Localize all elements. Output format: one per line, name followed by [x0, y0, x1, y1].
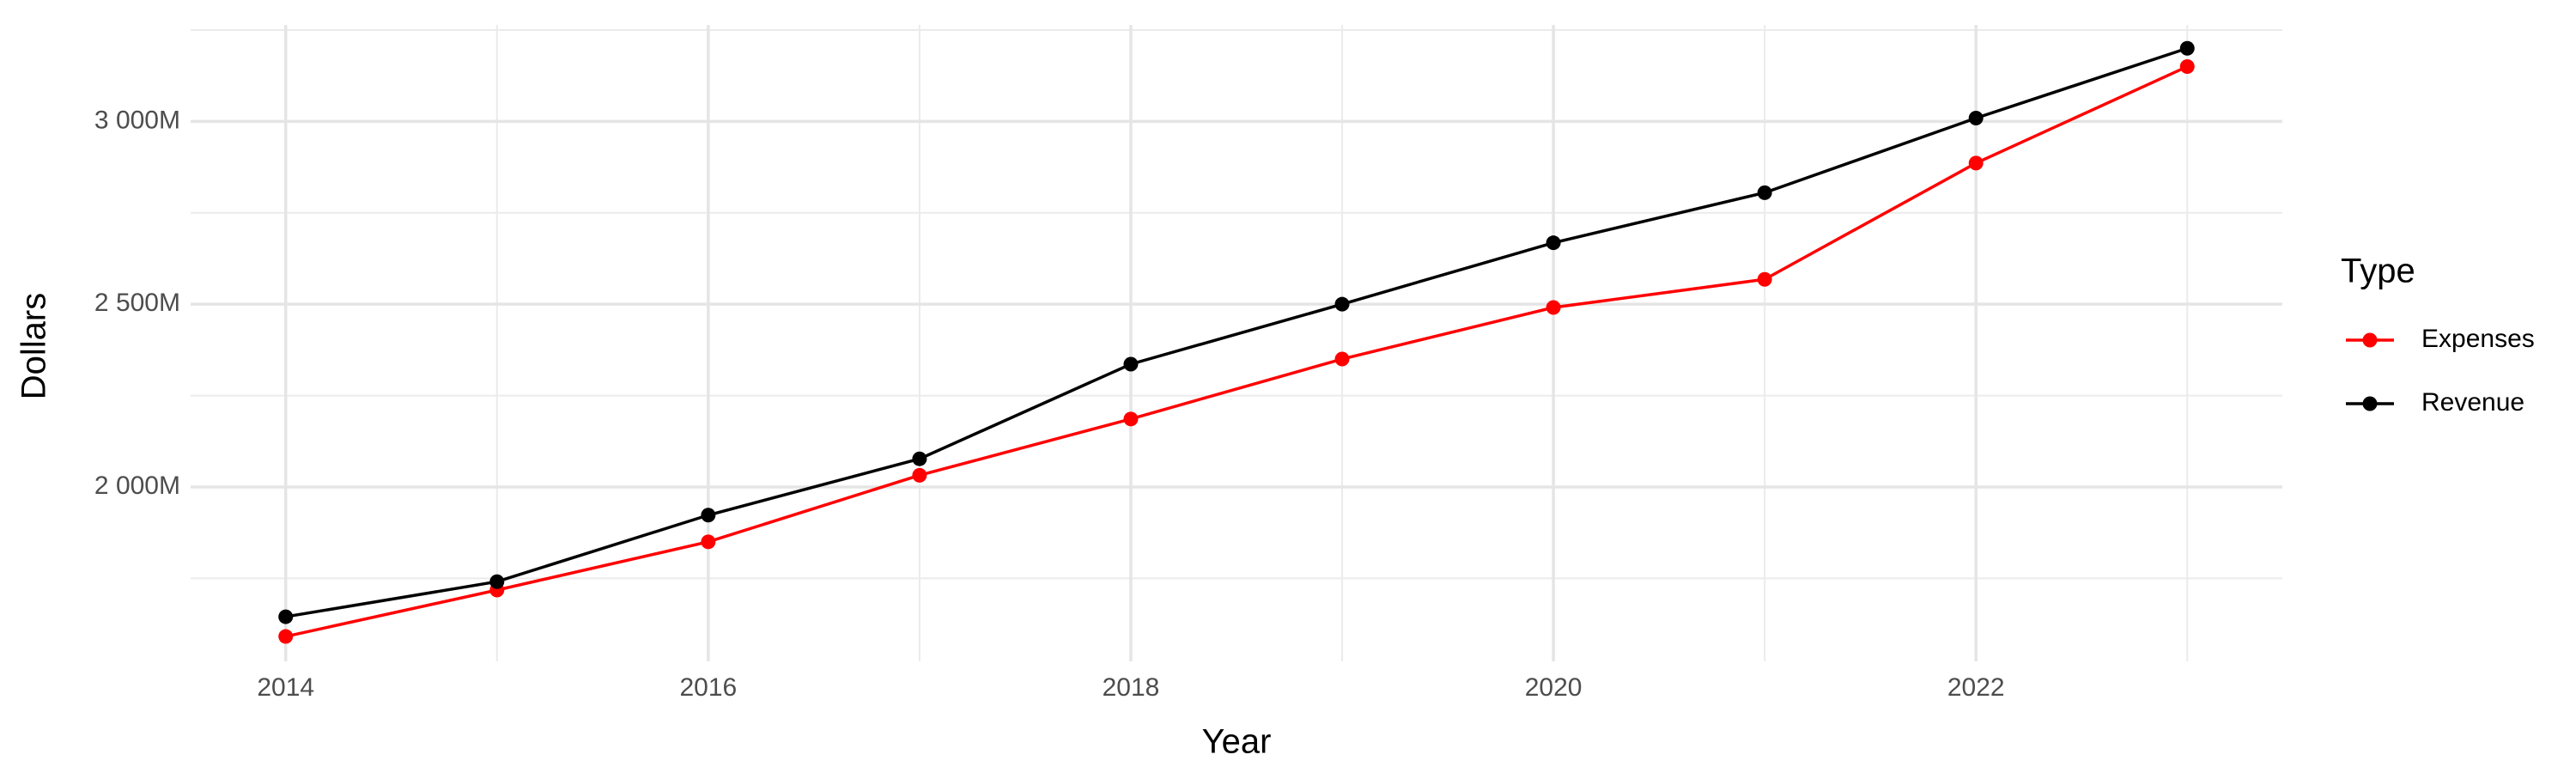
x-axis-title: Year: [1202, 723, 1272, 761]
x-tick-label: 2020: [1525, 673, 1583, 702]
series-line: [285, 46, 2188, 618]
data-point: [489, 574, 505, 589]
data-point: [1546, 300, 1561, 315]
data-point: [1968, 155, 1984, 171]
data-point: [2179, 59, 2195, 75]
x-tick-label: 2016: [679, 673, 737, 702]
plot-marks: [278, 40, 2195, 644]
data-point: [1757, 271, 1772, 287]
y-tick-label: 2 500M: [94, 289, 180, 317]
data-point: [912, 467, 927, 483]
data-point: [1968, 111, 1984, 126]
y-tick-label: 2 000M: [94, 472, 180, 500]
grid: [191, 25, 2282, 661]
x-tick-label: 2022: [1947, 673, 2005, 702]
data-point: [1546, 235, 1561, 251]
legend-title: Type: [2341, 253, 2415, 290]
legend-label: Revenue: [2421, 388, 2524, 417]
data-point: [1757, 185, 1772, 200]
legend-key-point: [2362, 396, 2378, 411]
y-axis-title: Dollars: [15, 293, 53, 399]
data-point: [701, 508, 716, 523]
data-point: [278, 609, 294, 624]
data-point: [2179, 40, 2195, 56]
data-point: [1334, 351, 1350, 367]
data-point: [1334, 296, 1350, 312]
data-point: [701, 534, 716, 550]
series-line: [285, 64, 2188, 638]
legend-key-point: [2362, 332, 2378, 348]
legend-label: Expenses: [2421, 325, 2535, 353]
data-point: [1123, 356, 1139, 372]
data-point: [912, 451, 927, 466]
data-point: [1123, 411, 1139, 427]
y-tick-label: 3 000M: [94, 106, 180, 134]
x-tick-label: 2018: [1103, 673, 1160, 702]
data-point: [278, 629, 294, 644]
x-tick-label: 2014: [257, 673, 314, 702]
